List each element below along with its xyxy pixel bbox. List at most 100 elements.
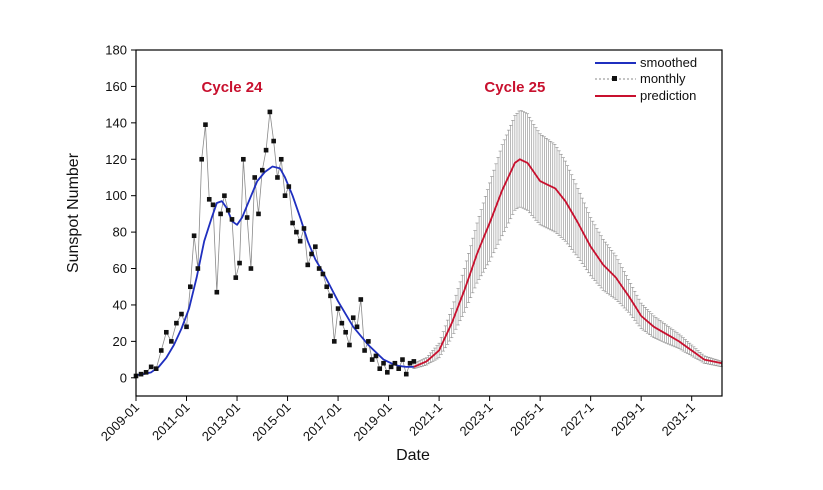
- monthly-point: [158, 348, 164, 353]
- monthly-point: [267, 109, 273, 115]
- monthly-point: [188, 284, 193, 290]
- x-tick-label: 2021-1: [406, 400, 445, 439]
- y-axis: 0 20 40 60 80 100 120 140 160 180: [105, 43, 136, 385]
- monthly-point: [206, 197, 212, 202]
- x-tick-label: 2023-1: [457, 400, 496, 439]
- legend: smoothed monthly prediction: [590, 54, 718, 108]
- smoothed-line: [135, 165, 414, 376]
- monthly-point: [256, 211, 261, 217]
- monthly-point: [199, 156, 204, 162]
- monthly-point: [343, 329, 348, 335]
- y-tick-label: 120: [105, 152, 127, 167]
- monthly-point: [169, 339, 174, 344]
- monthly-point: [203, 122, 208, 127]
- monthly-point: [286, 184, 292, 189]
- monthly-point: [388, 364, 394, 370]
- monthly-point: [335, 306, 341, 311]
- monthly-point: [174, 320, 179, 326]
- legend-label-smoothed: smoothed: [640, 55, 697, 70]
- monthly-point: [229, 217, 235, 222]
- monthly-point: [148, 364, 154, 370]
- monthly-point: [191, 233, 197, 239]
- monthly-point: [373, 353, 379, 359]
- legend-label-prediction: prediction: [640, 88, 696, 103]
- monthly-point: [377, 366, 383, 371]
- monthly-point: [400, 357, 405, 362]
- x-tick-label: 2031-1: [659, 400, 698, 439]
- monthly-point: [407, 360, 413, 366]
- monthly-point: [305, 262, 311, 268]
- monthly-point: [222, 193, 227, 198]
- monthly-point: [233, 275, 239, 280]
- plot-frame: [135, 49, 723, 397]
- x-axis: 2009-01 2011-01 2013-01 2015-01 2017-01 2019-…: [98, 396, 698, 444]
- y-tick-label: 180: [105, 43, 127, 58]
- legend-marker-monthly: [612, 76, 617, 81]
- monthly-point: [313, 244, 318, 249]
- y-tick-label: 60: [113, 261, 127, 276]
- monthly-point: [301, 226, 307, 231]
- annotation-cycle-24: Cycle 24: [202, 79, 264, 96]
- y-tick-label: 140: [105, 115, 127, 130]
- monthly-point: [153, 366, 159, 371]
- x-tick-label: 2029-1: [608, 400, 647, 439]
- monthly-point: [354, 324, 360, 330]
- monthly-point: [411, 359, 417, 364]
- monthly-point: [396, 366, 401, 371]
- monthly-point: [252, 175, 258, 180]
- monthly-point: [358, 297, 364, 302]
- monthly-point: [275, 175, 280, 180]
- y-tick-label: 160: [105, 79, 127, 94]
- monthly-point: [225, 207, 231, 213]
- monthly-point: [138, 371, 144, 377]
- annotation-cycle-25: Cycle 25: [484, 79, 545, 96]
- series-layer: [133, 109, 723, 379]
- monthly-point: [324, 284, 330, 290]
- monthly-point: [164, 329, 169, 335]
- monthly-point: [347, 342, 352, 348]
- monthly-point: [210, 202, 216, 208]
- monthly-point: [403, 371, 409, 377]
- monthly-point: [214, 289, 220, 295]
- monthly-point: [263, 147, 269, 153]
- y-tick-label: 100: [105, 188, 127, 203]
- x-tick-label: 2013-01: [199, 400, 243, 444]
- y-axis-title: Sunspot Number: [65, 152, 82, 273]
- x-tick-label: 2019-01: [350, 400, 394, 444]
- monthly-point: [143, 370, 149, 375]
- monthly-point: [297, 238, 303, 244]
- monthly-point: [385, 370, 390, 375]
- monthly-point: [392, 360, 398, 366]
- prediction-line: [413, 158, 723, 368]
- monthly-point: [195, 266, 201, 271]
- monthly-point: [248, 266, 254, 271]
- x-tick-label: 2025-1: [507, 400, 546, 439]
- monthly-point: [259, 167, 265, 173]
- monthly-point: [278, 156, 284, 162]
- monthly-point: [271, 138, 276, 144]
- y-tick-label: 0: [120, 370, 127, 385]
- legend-label-monthly: monthly: [640, 71, 686, 86]
- y-tick-label: 80: [113, 225, 127, 240]
- monthly-point: [369, 357, 375, 362]
- x-tick-label: 2009-01: [98, 400, 142, 444]
- monthly-point: [316, 266, 322, 271]
- monthly-point: [218, 211, 223, 217]
- monthly-point: [362, 348, 367, 353]
- x-axis-title: Date: [396, 447, 430, 464]
- monthly-point: [331, 339, 337, 344]
- monthly-point: [294, 229, 299, 235]
- monthly-point: [328, 293, 333, 299]
- y-tick-label: 20: [113, 334, 127, 349]
- x-tick-label: 2011-01: [149, 400, 193, 444]
- monthly-point: [237, 260, 242, 266]
- monthly-point: [366, 339, 371, 344]
- y-tick-label: 40: [113, 297, 127, 312]
- monthly-point: [381, 360, 386, 366]
- monthly-point: [350, 315, 356, 320]
- monthly-point: [244, 215, 250, 220]
- monthly-point: [290, 220, 295, 226]
- x-tick-label: 2017-01: [300, 400, 344, 444]
- monthly-point: [320, 271, 326, 277]
